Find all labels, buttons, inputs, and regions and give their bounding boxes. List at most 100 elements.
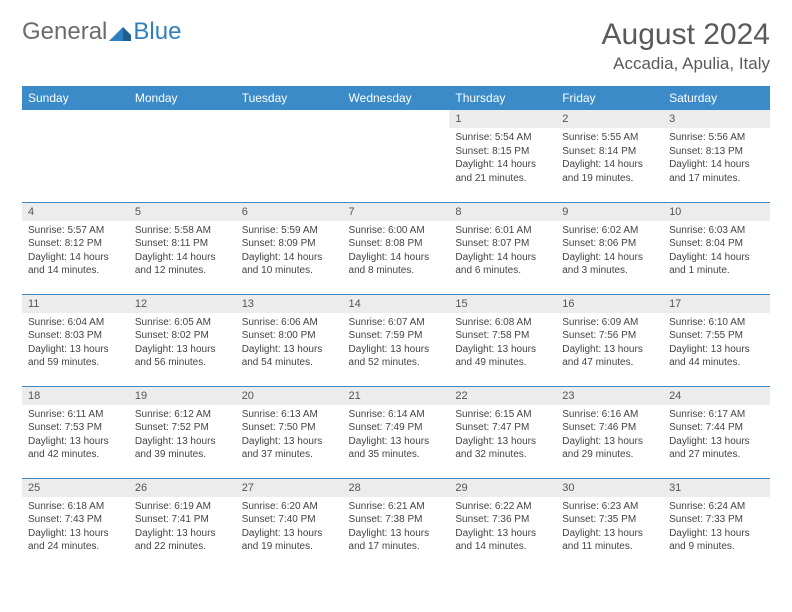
calendar-cell: 26Sunrise: 6:19 AMSunset: 7:41 PMDayligh… [129, 478, 236, 570]
calendar-cell: 25Sunrise: 6:18 AMSunset: 7:43 PMDayligh… [22, 478, 129, 570]
sunrise: Sunrise: 6:23 AM [562, 500, 657, 514]
day-header: Tuesday [236, 86, 343, 110]
sunrise: Sunrise: 6:18 AM [28, 500, 123, 514]
day-content: Sunrise: 6:10 AMSunset: 7:55 PMDaylight:… [663, 313, 770, 374]
calendar-cell [129, 110, 236, 202]
sunrise: Sunrise: 6:22 AM [455, 500, 550, 514]
sunset: Sunset: 8:08 PM [349, 237, 444, 251]
day-content: Sunrise: 6:07 AMSunset: 7:59 PMDaylight:… [343, 313, 450, 374]
sunset: Sunset: 7:53 PM [28, 421, 123, 435]
daylight: Daylight: 13 hours and 27 minutes. [669, 435, 764, 462]
sunrise: Sunrise: 6:21 AM [349, 500, 444, 514]
day-content: Sunrise: 5:55 AMSunset: 8:14 PMDaylight:… [556, 128, 663, 189]
daylight: Daylight: 13 hours and 37 minutes. [242, 435, 337, 462]
calendar-cell: 23Sunrise: 6:16 AMSunset: 7:46 PMDayligh… [556, 386, 663, 478]
day-content: Sunrise: 6:08 AMSunset: 7:58 PMDaylight:… [449, 313, 556, 374]
day-content: Sunrise: 6:06 AMSunset: 8:00 PMDaylight:… [236, 313, 343, 374]
day-number: 30 [556, 479, 663, 497]
day-number: 26 [129, 479, 236, 497]
sunrise: Sunrise: 6:11 AM [28, 408, 123, 422]
day-number: 15 [449, 295, 556, 313]
calendar-cell: 10Sunrise: 6:03 AMSunset: 8:04 PMDayligh… [663, 202, 770, 294]
daylight: Daylight: 13 hours and 56 minutes. [135, 343, 230, 370]
sunrise: Sunrise: 6:10 AM [669, 316, 764, 330]
sunset: Sunset: 7:33 PM [669, 513, 764, 527]
daylight: Daylight: 13 hours and 54 minutes. [242, 343, 337, 370]
brand-blue: Blue [133, 18, 181, 46]
day-content: Sunrise: 6:01 AMSunset: 8:07 PMDaylight:… [449, 221, 556, 282]
sunrise: Sunrise: 6:17 AM [669, 408, 764, 422]
calendar-cell: 6Sunrise: 5:59 AMSunset: 8:09 PMDaylight… [236, 202, 343, 294]
sunset: Sunset: 7:44 PM [669, 421, 764, 435]
title-block: August 2024 Accadia, Apulia, Italy [602, 18, 770, 74]
day-content: Sunrise: 6:24 AMSunset: 7:33 PMDaylight:… [663, 497, 770, 558]
daylight: Daylight: 13 hours and 47 minutes. [562, 343, 657, 370]
sunset: Sunset: 7:55 PM [669, 329, 764, 343]
sunrise: Sunrise: 6:20 AM [242, 500, 337, 514]
day-content: Sunrise: 5:59 AMSunset: 8:09 PMDaylight:… [236, 221, 343, 282]
sunset: Sunset: 7:35 PM [562, 513, 657, 527]
calendar-cell: 1Sunrise: 5:54 AMSunset: 8:15 PMDaylight… [449, 110, 556, 202]
daylight: Daylight: 14 hours and 3 minutes. [562, 251, 657, 278]
day-header-row: SundayMondayTuesdayWednesdayThursdayFrid… [22, 86, 770, 110]
sunset: Sunset: 8:12 PM [28, 237, 123, 251]
day-number: 29 [449, 479, 556, 497]
day-number: 7 [343, 203, 450, 221]
day-header: Monday [129, 86, 236, 110]
day-content: Sunrise: 6:00 AMSunset: 8:08 PMDaylight:… [343, 221, 450, 282]
daylight: Daylight: 14 hours and 14 minutes. [28, 251, 123, 278]
daylight: Daylight: 14 hours and 1 minute. [669, 251, 764, 278]
day-number: 8 [449, 203, 556, 221]
calendar-cell: 4Sunrise: 5:57 AMSunset: 8:12 PMDaylight… [22, 202, 129, 294]
sunrise: Sunrise: 6:01 AM [455, 224, 550, 238]
calendar-cell [343, 110, 450, 202]
calendar-cell: 5Sunrise: 5:58 AMSunset: 8:11 PMDaylight… [129, 202, 236, 294]
calendar-cell: 7Sunrise: 6:00 AMSunset: 8:08 PMDaylight… [343, 202, 450, 294]
day-number: 1 [449, 110, 556, 128]
sunset: Sunset: 8:04 PM [669, 237, 764, 251]
sunset: Sunset: 7:52 PM [135, 421, 230, 435]
day-content: Sunrise: 6:22 AMSunset: 7:36 PMDaylight:… [449, 497, 556, 558]
day-number [236, 110, 343, 116]
sunset: Sunset: 7:38 PM [349, 513, 444, 527]
sunrise: Sunrise: 5:57 AM [28, 224, 123, 238]
day-number: 31 [663, 479, 770, 497]
daylight: Daylight: 13 hours and 17 minutes. [349, 527, 444, 554]
calendar-cell: 29Sunrise: 6:22 AMSunset: 7:36 PMDayligh… [449, 478, 556, 570]
day-content: Sunrise: 6:14 AMSunset: 7:49 PMDaylight:… [343, 405, 450, 466]
sunrise: Sunrise: 5:55 AM [562, 131, 657, 145]
calendar-table: SundayMondayTuesdayWednesdayThursdayFrid… [22, 86, 770, 570]
day-number: 6 [236, 203, 343, 221]
daylight: Daylight: 13 hours and 42 minutes. [28, 435, 123, 462]
sunset: Sunset: 7:50 PM [242, 421, 337, 435]
sunset: Sunset: 8:13 PM [669, 145, 764, 159]
sunset: Sunset: 7:58 PM [455, 329, 550, 343]
calendar-cell: 13Sunrise: 6:06 AMSunset: 8:00 PMDayligh… [236, 294, 343, 386]
day-number: 13 [236, 295, 343, 313]
calendar-week: 1Sunrise: 5:54 AMSunset: 8:15 PMDaylight… [22, 110, 770, 202]
day-content: Sunrise: 5:57 AMSunset: 8:12 PMDaylight:… [22, 221, 129, 282]
daylight: Daylight: 13 hours and 59 minutes. [28, 343, 123, 370]
day-content: Sunrise: 6:02 AMSunset: 8:06 PMDaylight:… [556, 221, 663, 282]
daylight: Daylight: 13 hours and 19 minutes. [242, 527, 337, 554]
calendar-cell: 30Sunrise: 6:23 AMSunset: 7:35 PMDayligh… [556, 478, 663, 570]
day-header: Thursday [449, 86, 556, 110]
calendar-cell: 21Sunrise: 6:14 AMSunset: 7:49 PMDayligh… [343, 386, 450, 478]
daylight: Daylight: 13 hours and 32 minutes. [455, 435, 550, 462]
daylight: Daylight: 13 hours and 44 minutes. [669, 343, 764, 370]
sunset: Sunset: 7:43 PM [28, 513, 123, 527]
sunset: Sunset: 7:40 PM [242, 513, 337, 527]
day-content: Sunrise: 5:56 AMSunset: 8:13 PMDaylight:… [663, 128, 770, 189]
calendar-cell: 18Sunrise: 6:11 AMSunset: 7:53 PMDayligh… [22, 386, 129, 478]
day-header: Saturday [663, 86, 770, 110]
sunrise: Sunrise: 6:06 AM [242, 316, 337, 330]
day-number: 16 [556, 295, 663, 313]
day-content: Sunrise: 6:05 AMSunset: 8:02 PMDaylight:… [129, 313, 236, 374]
sunset: Sunset: 7:41 PM [135, 513, 230, 527]
calendar-cell: 2Sunrise: 5:55 AMSunset: 8:14 PMDaylight… [556, 110, 663, 202]
sunset: Sunset: 7:59 PM [349, 329, 444, 343]
calendar-week: 18Sunrise: 6:11 AMSunset: 7:53 PMDayligh… [22, 386, 770, 478]
day-content: Sunrise: 6:15 AMSunset: 7:47 PMDaylight:… [449, 405, 556, 466]
daylight: Daylight: 14 hours and 6 minutes. [455, 251, 550, 278]
day-number: 2 [556, 110, 663, 128]
